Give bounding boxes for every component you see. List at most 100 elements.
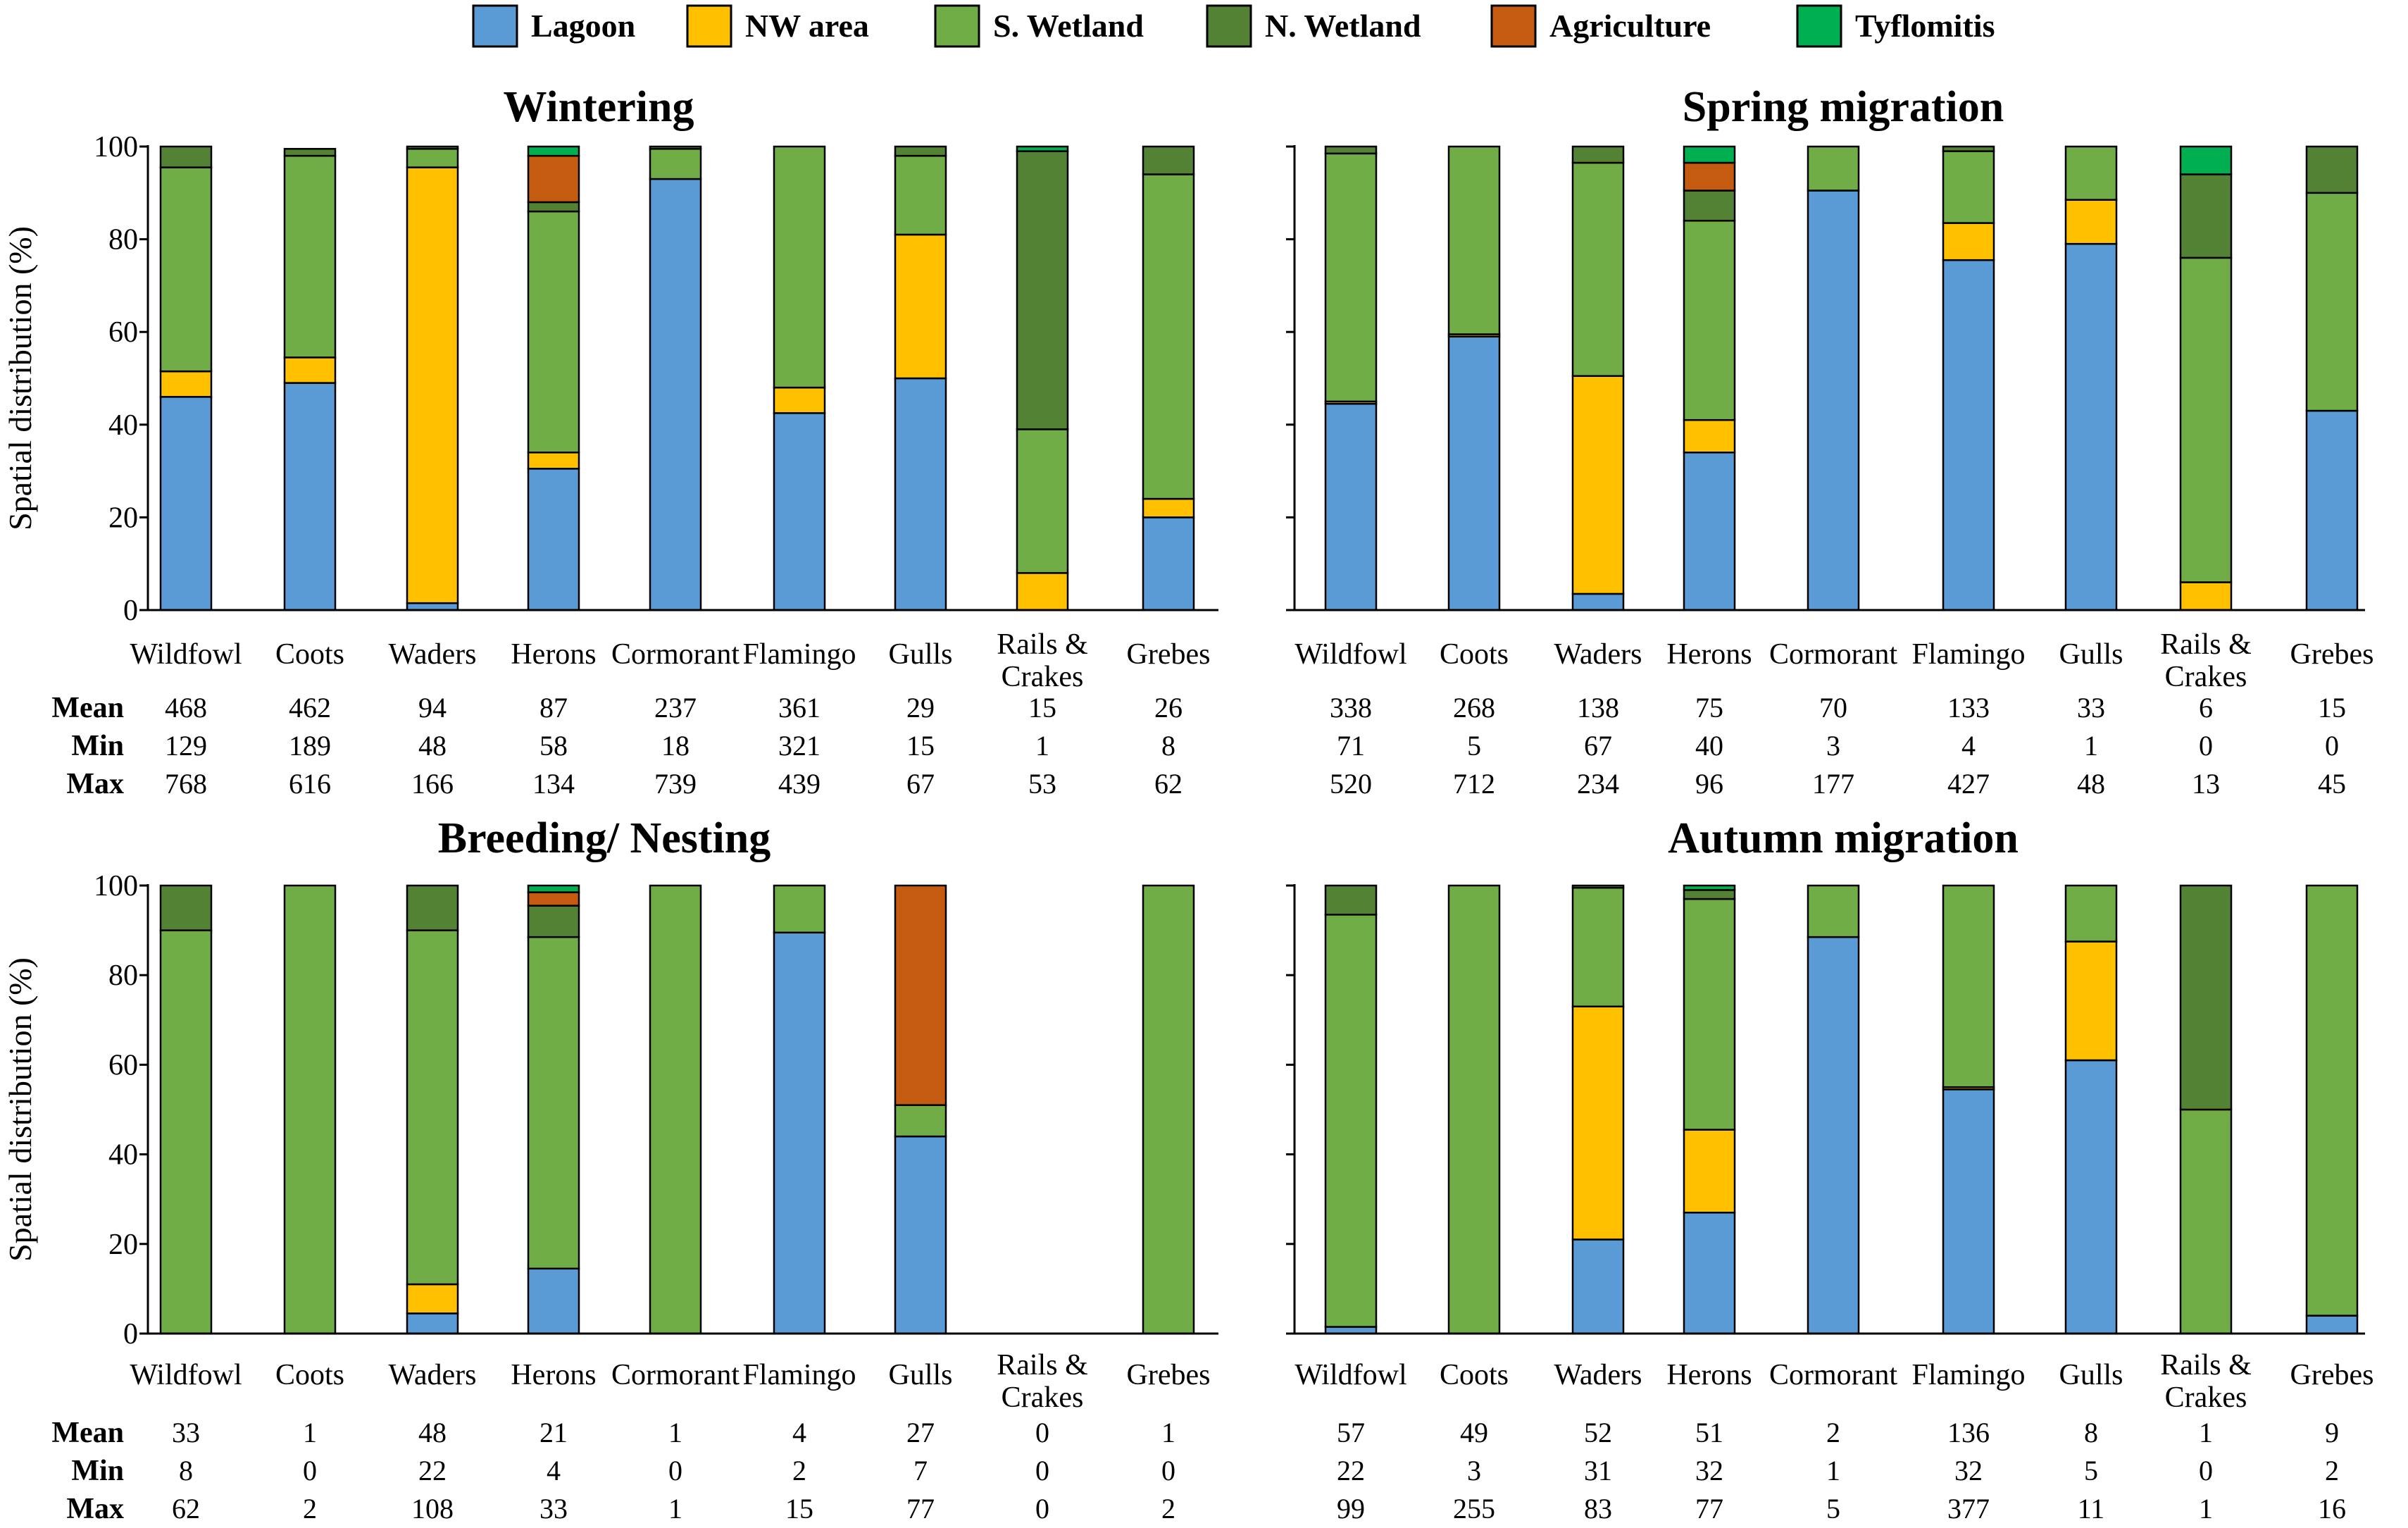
bar-segment-nw-area: [894, 233, 947, 380]
stat-row-label-max: Max: [66, 1493, 124, 1525]
category-label: Gulls: [2059, 1359, 2123, 1391]
bar-segment-s-wetland: [1571, 886, 1625, 1007]
bar-stack-wildfowl: [1324, 884, 1378, 1335]
legend-label-s-wetland: S. Wetland: [993, 8, 1144, 44]
category-label: Coots: [1440, 1359, 1509, 1391]
stat-max-value: 45: [2318, 768, 2346, 800]
bar-stack-flamingo: [773, 145, 826, 611]
y-tick-label: 100: [94, 870, 138, 902]
category-label: Cormorant: [611, 638, 740, 671]
stat-max-value: 83: [1584, 1493, 1612, 1524]
bar-segment-s-wetland: [1942, 884, 1995, 1088]
bar-stack-waders: [1571, 145, 1625, 611]
y-tick-label: 20: [108, 502, 138, 534]
bar-segment-nw-area: [773, 386, 826, 414]
category-label: Herons: [1666, 1359, 1752, 1391]
category-label: Waders: [389, 638, 477, 671]
bar-segment-lagoon: [649, 178, 702, 611]
stat-max-value: 53: [1028, 768, 1056, 800]
stat-max-value: 234: [1577, 768, 1619, 800]
stat-min-value: 0: [1161, 1455, 1175, 1486]
stat-max-value: 62: [172, 1493, 200, 1524]
stat-mean-value: 1: [1161, 1417, 1175, 1448]
legend-swatch-tyflomitis: [1796, 4, 1842, 48]
stat-max-value: 1: [668, 1493, 682, 1524]
stat-min-value: 58: [539, 730, 568, 762]
stat-min-value: 3: [1467, 1455, 1481, 1486]
stat-max-value: 177: [1812, 768, 1854, 800]
bar-stack-flamingo: [1942, 145, 1995, 611]
stat-min-value: 22: [418, 1455, 447, 1486]
stat-mean-value: 462: [289, 692, 331, 723]
bar-segment-tyflomitis: [527, 884, 580, 893]
stat-mean-value: 9: [2325, 1417, 2339, 1448]
bar-stack-cormorant: [649, 884, 702, 1335]
stat-mean-value: 468: [165, 692, 207, 723]
legend-swatch-n-wetland: [1206, 4, 1252, 48]
category-label: Grebes: [1127, 638, 1211, 671]
category-label: Flamingo: [1911, 1359, 2025, 1391]
stat-min-value: 5: [1467, 730, 1481, 762]
category-label: Coots: [275, 1359, 344, 1391]
stat-mean-value: 1: [668, 1417, 682, 1448]
category-label: Gulls: [888, 638, 952, 671]
bar-stack-grebes: [1142, 884, 1195, 1335]
stat-mean-value: 15: [2318, 692, 2346, 723]
bar-segment-lagoon: [1942, 259, 1995, 611]
stat-min-value: 8: [1161, 730, 1175, 762]
bar-segment-n-wetland: [1324, 884, 1378, 916]
y-tick-label: 0: [123, 1318, 138, 1350]
bar-segment-lagoon: [1571, 592, 1625, 611]
bar-segment-nw-area: [2179, 581, 2233, 611]
bar-segment-s-wetland: [1016, 428, 1069, 574]
bar-segment-s-wetland: [159, 166, 213, 373]
stat-mean-value: 87: [539, 692, 568, 723]
stat-min-value: 0: [303, 1455, 317, 1486]
stat-mean-value: 1: [303, 1417, 317, 1448]
bar-segment-s-wetland: [1447, 145, 1501, 335]
bar-segment-s-wetland: [283, 884, 337, 1335]
stat-max-value: 712: [1453, 768, 1495, 800]
stat-min-value: 8: [179, 1455, 193, 1486]
stat-mean-value: 27: [906, 1417, 935, 1448]
panel-breeding-nesting: Breeding/ Nesting Wildfowl 33 8 62 Coots 1 0 2 Wa…: [2, 814, 1218, 1525]
stat-max-value: 2: [1161, 1493, 1175, 1524]
category-label: Herons: [511, 638, 596, 671]
y-tick-label: 100: [94, 131, 138, 163]
bar-segment-nw-area: [1683, 1129, 1736, 1214]
stat-mean-value: 4: [792, 1417, 806, 1448]
bar-segment-agriculture: [1683, 161, 1736, 192]
stat-row-label-mean: Mean: [51, 1417, 124, 1449]
bar-segment-n-wetland: [527, 905, 580, 938]
legend-swatch-s-wetland: [934, 4, 980, 48]
bar-segment-lagoon: [283, 382, 337, 611]
bar-segment-s-wetland: [1683, 220, 1736, 421]
bar-segment-s-wetland: [406, 148, 459, 168]
y-tick-label: 40: [108, 409, 138, 442]
category-label-line: Crakes: [2165, 661, 2247, 693]
category-label: Gulls: [888, 1359, 952, 1391]
category-label-line: Crakes: [2165, 1381, 2247, 1414]
stat-mean-value: 2: [1826, 1417, 1840, 1448]
stat-min-value: 129: [165, 730, 207, 762]
bar-segment-lagoon: [1571, 1238, 1625, 1335]
bar-stack-herons: [1683, 145, 1736, 611]
stat-row-label-min: Min: [71, 1455, 124, 1487]
category-label: Grebes: [2290, 638, 2374, 671]
stat-min-value: 0: [2199, 730, 2213, 762]
bar-stack-waders: [406, 884, 459, 1335]
stat-min-value: 31: [1584, 1455, 1612, 1486]
bar-segment-lagoon: [159, 396, 213, 611]
bar-segment-lagoon: [1942, 1088, 1995, 1335]
bar-segment-nw-area: [1571, 375, 1625, 595]
stat-max-value: 13: [2192, 768, 2220, 800]
bar-segment-agriculture: [527, 891, 580, 907]
bar-segment-s-wetland: [2305, 192, 2359, 412]
bar-segment-nw-area: [159, 370, 213, 398]
stat-max-value: 99: [1337, 1493, 1365, 1524]
category-label: Wildfowl: [130, 1359, 242, 1391]
stat-max-value: 16: [2318, 1493, 2346, 1524]
stat-max-value: 77: [1695, 1493, 1723, 1524]
bar-stack-wildfowl: [1324, 145, 1378, 611]
bar-segment-s-wetland: [2179, 1108, 2233, 1335]
